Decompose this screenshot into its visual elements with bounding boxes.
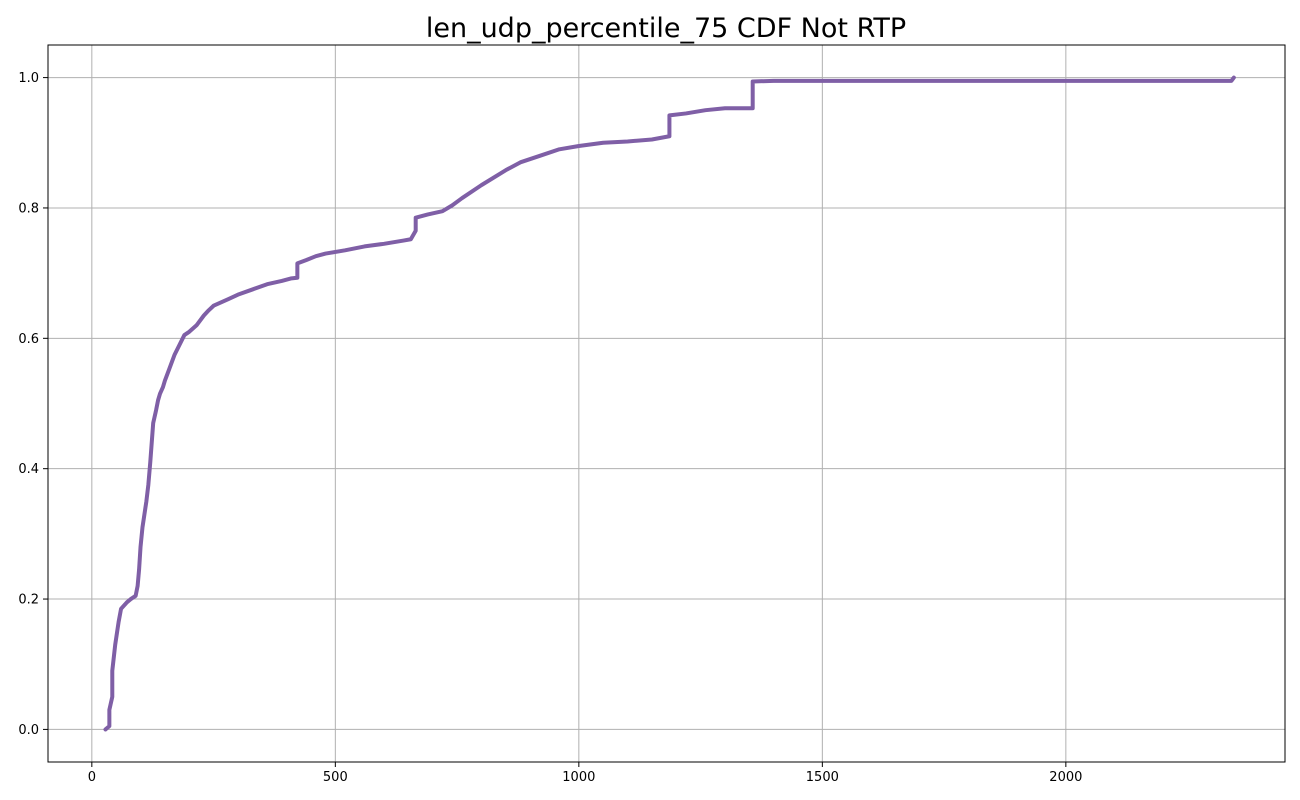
- x-tick-label: 1500: [806, 770, 839, 785]
- x-tick-label: 500: [323, 770, 348, 785]
- y-tick-label: 0.0: [18, 723, 39, 738]
- y-tick-label: 0.6: [18, 332, 39, 347]
- x-tick-label: 2000: [1049, 770, 1082, 785]
- y-tick-label: 0.4: [18, 462, 39, 477]
- y-tick-label: 0.2: [18, 593, 39, 608]
- y-tick-label: 1.0: [18, 71, 39, 86]
- x-tick-label: 1000: [562, 770, 595, 785]
- grid-layer: [48, 45, 1285, 762]
- chart-title: len_udp_percentile_75 CDF Not RTP: [426, 13, 906, 44]
- series-layer: [103, 75, 1236, 732]
- y-axis: 0.0 0.2 0.4 0.6 0.8 1.0: [18, 71, 48, 738]
- x-axis: 0 500 1000 1500 2000: [88, 762, 1082, 785]
- axes-frame: [47, 44, 1286, 763]
- y-tick-label: 0.8: [18, 201, 39, 216]
- x-tick-label: 0: [88, 770, 96, 785]
- cdf-series-line: [103, 75, 1236, 732]
